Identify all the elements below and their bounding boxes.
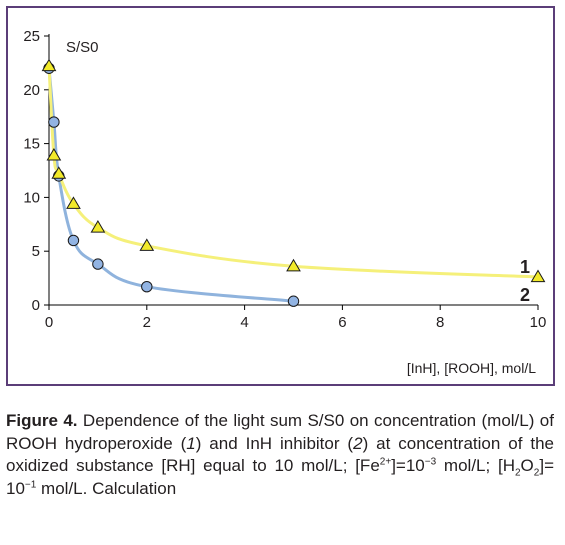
x-tick-label: 4 (240, 314, 248, 331)
caption-superscript: −1 (24, 478, 37, 490)
chart-svg: 0 5 10 15 20 25 0 2 4 6 8 10 S/S0 [InH], [ROOH], mol/… (23, 28, 546, 376)
caption-text: ) and InH inhibitor ( (195, 433, 354, 453)
x-axis-title: [InH], [ROOH], mol/L (407, 360, 536, 376)
y-tick-label: 25 (23, 28, 40, 45)
x-tick-label: 6 (338, 314, 346, 331)
chart-text: 0 5 10 15 20 25 0 2 4 6 8 10 S/S0 [InH], [ROOH], mol/… (23, 28, 546, 376)
series-label-2: 2 (520, 285, 530, 305)
caption-subscript: 2 (514, 467, 521, 479)
y-tick-label: 20 (23, 82, 40, 99)
series-label-1: 1 (520, 257, 530, 277)
series-line-1 (47, 64, 540, 279)
x-tick-label: 10 (530, 314, 547, 331)
caption-text: mol/L. Calculation (36, 478, 177, 498)
data-point-series-2 (92, 258, 104, 270)
caption-text: ) at concentration of the oxidized subst… (6, 433, 554, 476)
data-point-series-1 (139, 238, 155, 251)
caption-series-ref: 1 (186, 433, 196, 453)
caption-text: ]= 10 (6, 456, 554, 498)
caption-series-ref: 2 (353, 433, 363, 453)
x-tick-label: 0 (45, 314, 53, 331)
x-tick-label: 8 (436, 314, 444, 331)
caption-text: mol/L; [H (436, 456, 515, 475)
y-axis-title: S/S0 (66, 39, 99, 56)
series-line-2 (47, 66, 295, 303)
data-point-series-1 (66, 196, 81, 209)
data-point-series-1 (90, 220, 106, 233)
series-markers (41, 58, 546, 307)
data-point-series-1 (530, 269, 546, 283)
data-point-series-1 (41, 58, 57, 72)
data-point-series-2 (287, 295, 300, 307)
caption-superscript: −3 (424, 456, 437, 468)
data-point-series-1 (46, 147, 62, 161)
caption-subscript: 2 (533, 467, 540, 479)
data-point-series-2 (67, 234, 80, 247)
chart-frame: 0 5 10 15 20 25 0 2 4 6 8 10 S/S0 [InH], [ROOH], mol/… (6, 6, 555, 386)
data-point-series-1 (51, 166, 67, 179)
data-point-series-2 (48, 116, 60, 128)
caption-label: Figure 4. (6, 411, 78, 430)
caption-text: Dependence of the light sum S/S0 on conc… (6, 411, 554, 453)
y-tick-label: 15 (23, 136, 40, 153)
caption-text: ]=10 (391, 456, 425, 475)
y-tick-label: 10 (23, 189, 40, 206)
y-tick-label: 0 (32, 297, 40, 314)
y-tick-label: 5 (32, 243, 40, 260)
x-tick-label: 2 (143, 314, 151, 331)
caption-superscript: 2+ (379, 456, 392, 468)
caption-text: O (520, 456, 534, 475)
data-point-series-1 (286, 258, 301, 272)
data-point-series-2 (141, 281, 153, 293)
figure-caption: Figure 4. Dependence of the light sum S/… (6, 410, 554, 500)
